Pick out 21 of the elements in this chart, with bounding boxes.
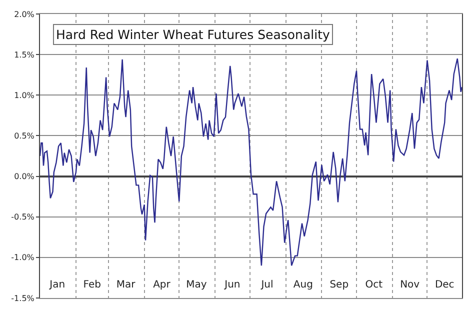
x-tick-label: Nov <box>400 280 420 291</box>
y-tick-label: 0.5% <box>14 132 35 141</box>
y-tick-label: -1.5% <box>11 294 35 303</box>
x-tick-label: Sep <box>330 280 349 291</box>
y-tick-label: 1.5% <box>14 50 35 60</box>
x-tick-label: Apr <box>153 280 172 291</box>
y-tick-label: -1.0% <box>11 253 35 262</box>
x-tick-label: Mar <box>116 280 136 291</box>
x-tick-label: Aug <box>293 280 313 291</box>
x-tick-label: Jun <box>224 280 240 291</box>
y-tick-label: -0.5% <box>11 212 35 222</box>
x-tick-label: May <box>186 280 207 291</box>
x-tick-label: Oct <box>365 280 383 291</box>
x-tick-label: Jan <box>48 280 66 291</box>
x-tick-label: Dec <box>434 280 454 291</box>
x-tick-label: Feb <box>83 280 102 291</box>
y-tick-label: 1.0% <box>14 90 35 100</box>
y-tick-label: 0.0% <box>14 172 35 182</box>
y-tick-label: 2.0% <box>14 10 35 19</box>
x-tick-label: Jul <box>260 280 274 291</box>
text: Hard Red Winter Wheat Futures Seasonality <box>56 27 330 42</box>
